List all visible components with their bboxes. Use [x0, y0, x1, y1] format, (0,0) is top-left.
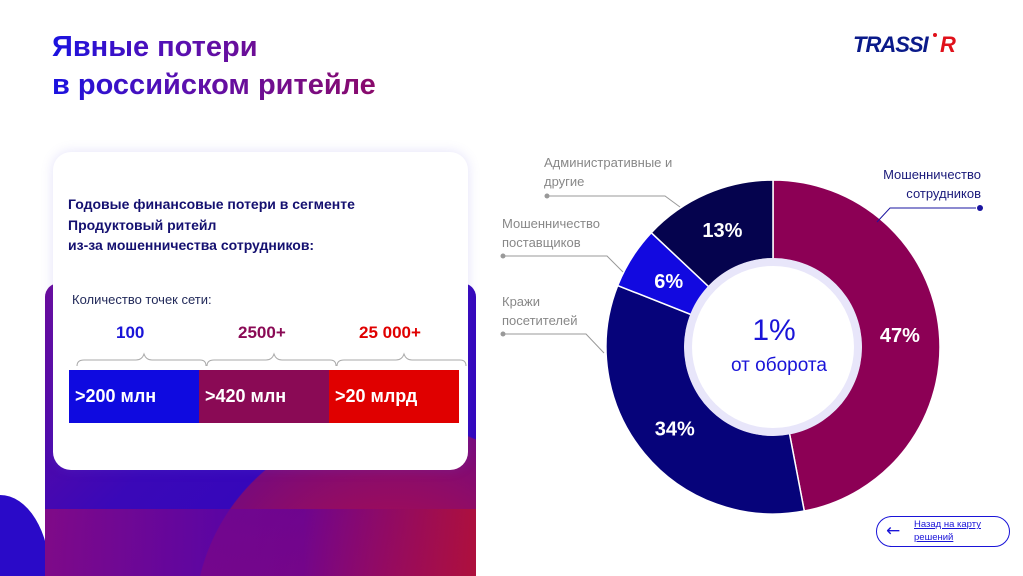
label-line: другие — [544, 173, 585, 189]
label-line: Мошенничество — [502, 216, 600, 231]
slice-value-label: 6% — [654, 271, 683, 293]
back-link-text[interactable]: Назад на карту решений — [914, 518, 981, 544]
back-label-line: Назад на карту — [914, 519, 981, 530]
label-line: Мошенничество — [883, 167, 981, 182]
label-line: поставщиков — [502, 234, 581, 250]
card-title: Годовые финансовые потери в сегменте Про… — [68, 194, 355, 256]
slice-value-label: 47% — [880, 325, 920, 347]
card-title-line: из-за мошенничества сотрудников: — [68, 237, 315, 253]
tier-loss: >420 млн — [199, 370, 329, 423]
card-title-line: Годовые финансовые потери в сегменте — [68, 196, 355, 212]
trassir-logo: TRASSI R — [853, 32, 956, 57]
tier-loss: >200 млн — [69, 370, 199, 423]
slice-value-label: 13% — [702, 220, 742, 242]
label-line: Административные и — [544, 155, 673, 170]
back-label-line: решений — [914, 532, 954, 543]
tier-count: 2500+ — [238, 323, 286, 342]
tier-count: 100 — [116, 323, 145, 342]
loss-card: Годовые финансовые потери в сегменте Про… — [53, 152, 468, 470]
center-label: от оборота — [731, 355, 827, 376]
donut-chart: 47% 34% 6% 13% 1% от оборота — [500, 179, 983, 515]
legend-label-admin: Административные и другие — [544, 154, 672, 191]
label-line: Кражи — [502, 294, 540, 309]
arrow-left-icon: ← — [886, 521, 901, 541]
legend-label-suppliers: Мошенничество поставщиков — [502, 215, 600, 252]
legend-label-employees: Мошенничество сотрудников — [840, 166, 981, 203]
label-line: посетителей — [502, 312, 578, 328]
legend-label-visitors: Кражи посетителей — [502, 293, 577, 330]
count-label: Количество точек сети: — [72, 292, 212, 307]
tier-count: 25 000+ — [359, 323, 421, 342]
slice-value-label: 34% — [655, 418, 695, 440]
center-value: 1% — [752, 314, 795, 347]
brace-lines — [76, 352, 467, 367]
label-dot — [500, 331, 506, 337]
svg-text:TRASSI: TRASSI — [853, 32, 930, 57]
tier-loss: >20 млрд — [329, 370, 459, 423]
label-dot — [544, 193, 550, 199]
label-dot — [500, 253, 506, 259]
card-title-line: Продуктовый ритейл — [68, 216, 217, 233]
back-to-map-button[interactable]: ← Назад на карту решений — [876, 516, 1010, 547]
center-disc — [692, 266, 854, 428]
label-line: сотрудников — [906, 185, 981, 201]
svg-text:R: R — [940, 32, 956, 57]
label-dot — [977, 205, 983, 211]
